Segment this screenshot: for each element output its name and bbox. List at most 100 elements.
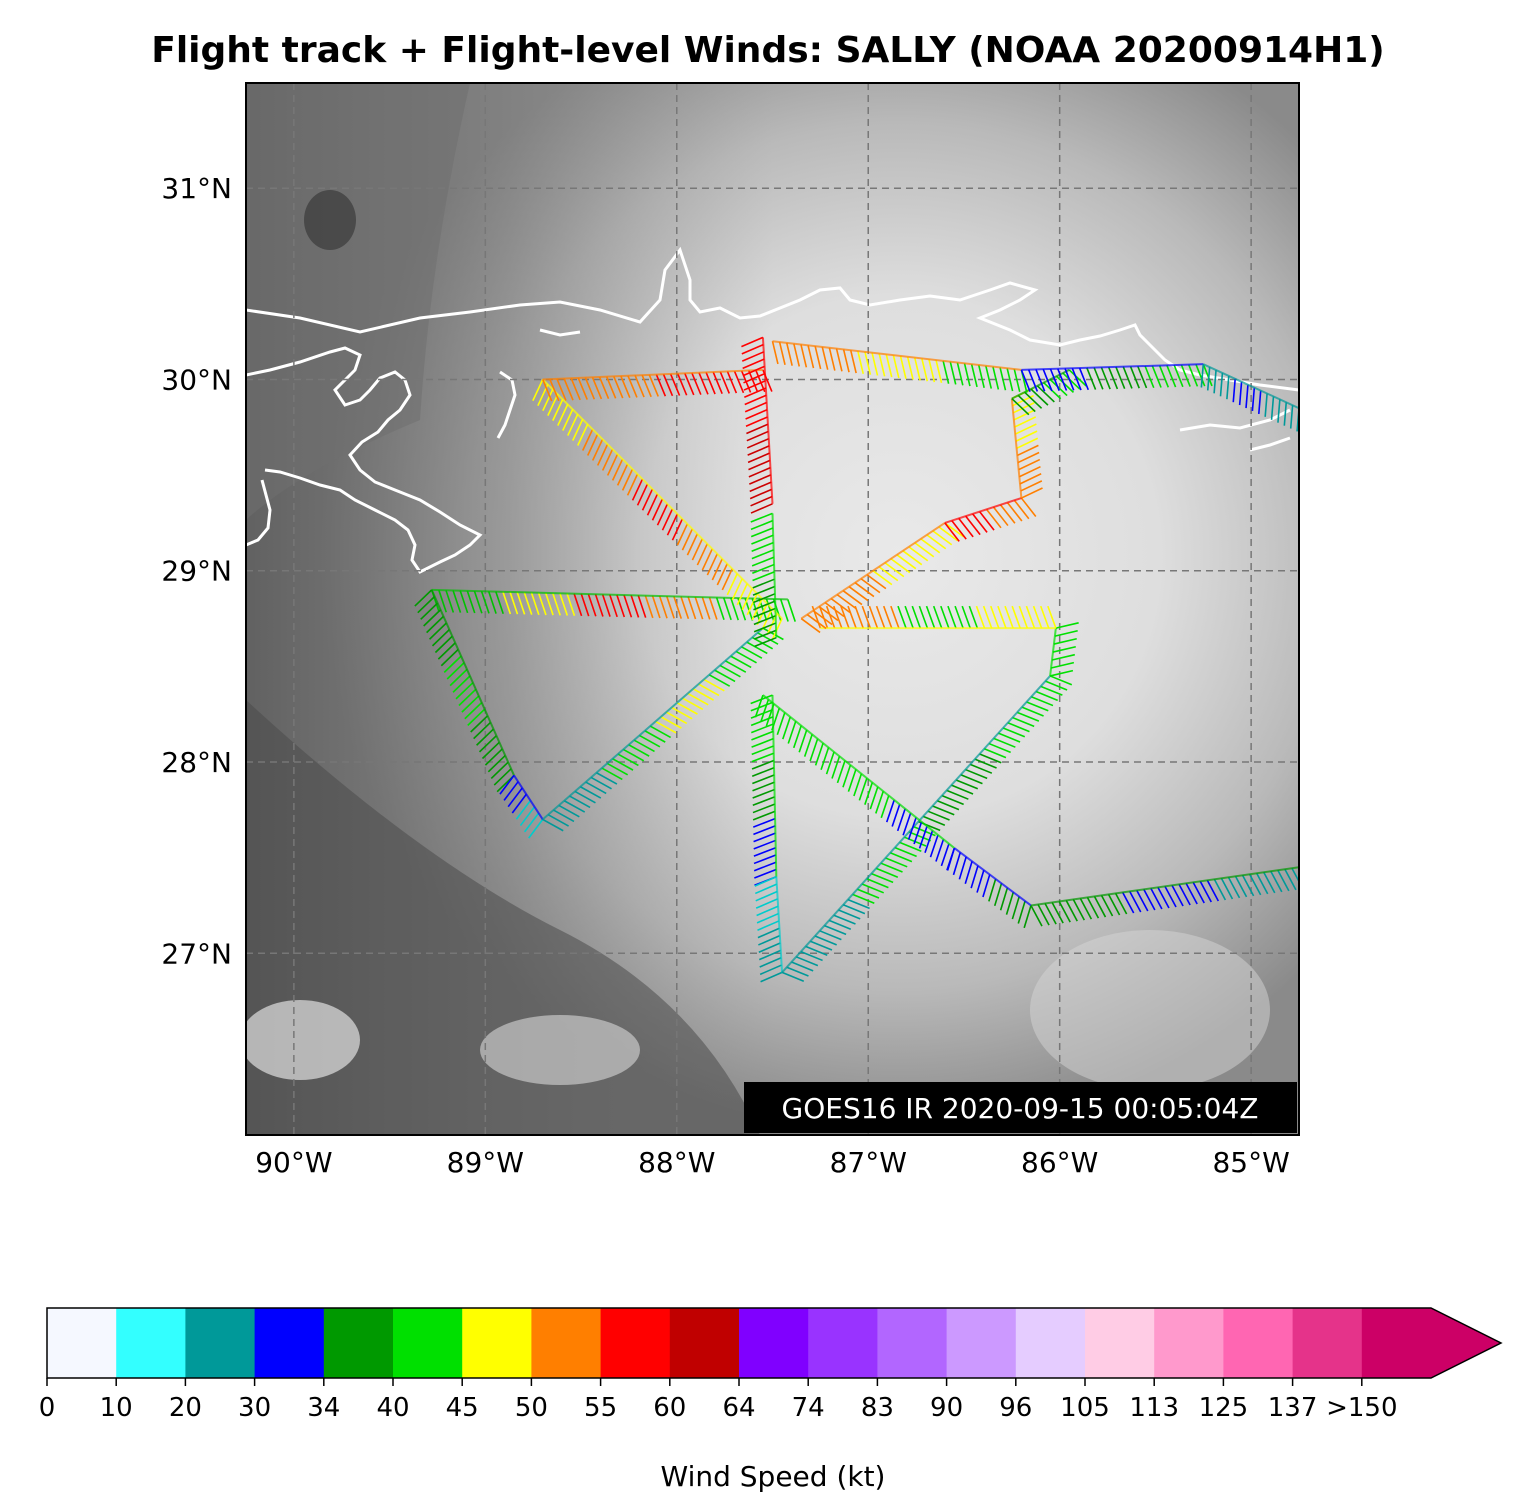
wind-barb (644, 730, 666, 743)
wind-barb (752, 817, 776, 828)
longitude-labels: 90°W 89°W 88°W 87°W 86°W 85°W (255, 1146, 1290, 1179)
wind-barb (662, 373, 674, 397)
track-leg (800, 522, 965, 634)
wind-barb (752, 585, 776, 596)
wind-barb (1035, 690, 1058, 702)
wind-barb (751, 745, 774, 756)
wind-barb (701, 596, 711, 620)
wind-barb (941, 794, 964, 806)
wind-barb (755, 369, 766, 393)
wind-barb (1257, 390, 1262, 414)
wind-barb (519, 806, 536, 827)
wind-barb (1100, 367, 1111, 390)
wind-barb (1220, 877, 1234, 900)
wind-barb (530, 592, 540, 616)
wind-barb (835, 348, 843, 372)
track-leg (811, 605, 1057, 630)
wind-barb (594, 594, 604, 617)
wind-barb (1055, 622, 1079, 629)
wind-barb (1200, 364, 1205, 388)
wind-barb (1020, 497, 1037, 518)
wind-barb (626, 473, 639, 496)
wind-barb (1049, 368, 1060, 392)
wind-barb (730, 597, 740, 621)
wind-barb (760, 699, 770, 722)
wind-barb (1277, 869, 1290, 892)
wind-barb (751, 752, 775, 763)
wind-barb (746, 437, 770, 449)
wind-barb (965, 515, 981, 536)
wind-barb (1002, 727, 1026, 738)
track-line (542, 627, 764, 821)
wind-barb (417, 595, 436, 614)
wind-barb (1051, 653, 1076, 661)
wind-barb (736, 583, 748, 606)
wind-barb (864, 351, 872, 375)
wind-barb (692, 688, 714, 701)
wind-barb (1005, 891, 1015, 915)
wind-barb (890, 605, 900, 629)
wind-barb (750, 527, 774, 538)
wind-barb (523, 592, 533, 615)
wind-barb (820, 747, 830, 770)
wind-barb (755, 890, 778, 902)
wind-barb (896, 808, 906, 832)
wind-barb (557, 404, 569, 426)
wind-barb (751, 730, 774, 741)
wind-barb (918, 825, 928, 849)
wind-barb (1284, 868, 1297, 891)
wind-barb (744, 401, 767, 413)
wind-barb (779, 598, 789, 622)
wind-barb (1264, 393, 1268, 417)
wind-barb (586, 433, 599, 456)
wind-barb (1136, 889, 1149, 912)
wind-barb (495, 591, 504, 615)
wind-barb (1232, 378, 1236, 403)
wind-barb (660, 716, 682, 729)
colorbar-swatch (1015, 1308, 1086, 1378)
wind-barb (778, 341, 786, 365)
wind-barb (819, 930, 842, 941)
wind-barb (853, 773, 863, 797)
wind-barb (972, 513, 988, 533)
wind-barb (1023, 905, 1032, 929)
wind-barb (1255, 872, 1269, 895)
wind-barb (762, 627, 784, 641)
wind-barb (747, 452, 770, 464)
wind-barb (914, 542, 935, 558)
wind-barb (757, 920, 780, 931)
wind-barb (913, 821, 923, 845)
wind-barb (644, 595, 654, 619)
wind-barb (1054, 629, 1078, 637)
wind-barb (1065, 900, 1078, 922)
wind-barb (890, 558, 911, 574)
wind-barb (1058, 901, 1071, 923)
wind-barb (1093, 367, 1104, 390)
wind-barb (754, 868, 777, 879)
dry-slot-southwest (246, 700, 760, 1135)
wind-barb (648, 374, 659, 397)
colorbar-tick-label: 83 (861, 1393, 894, 1423)
wind-barb (757, 632, 779, 645)
wind-barb (946, 847, 956, 871)
wind-barb (476, 728, 495, 746)
wind-barb (940, 843, 950, 867)
wind-barb (751, 767, 775, 777)
wind-barb (1068, 369, 1087, 387)
wind-barb (741, 351, 765, 362)
colorbar-swatch (462, 1308, 532, 1378)
wind-barb (753, 846, 777, 857)
wind-barb (751, 759, 775, 770)
lat-tick-label: 29°N (161, 555, 232, 588)
wind-barb (940, 605, 950, 629)
wind-barb (487, 754, 506, 773)
lon-tick-label: 88°W (638, 1146, 715, 1179)
wind-barb (1016, 437, 1039, 450)
colorbar-swatch (47, 1308, 117, 1378)
colorbar-extend-arrow (1431, 1308, 1501, 1378)
wind-barb (423, 609, 442, 627)
wind-barb (993, 737, 1016, 748)
wind-barb (1050, 661, 1075, 669)
wind-barb (470, 715, 489, 733)
colorbar: 0 10 20 30 34 40 45 50 55 60 64 74 83 90 96 105 113 125 13… (39, 1307, 1503, 1423)
